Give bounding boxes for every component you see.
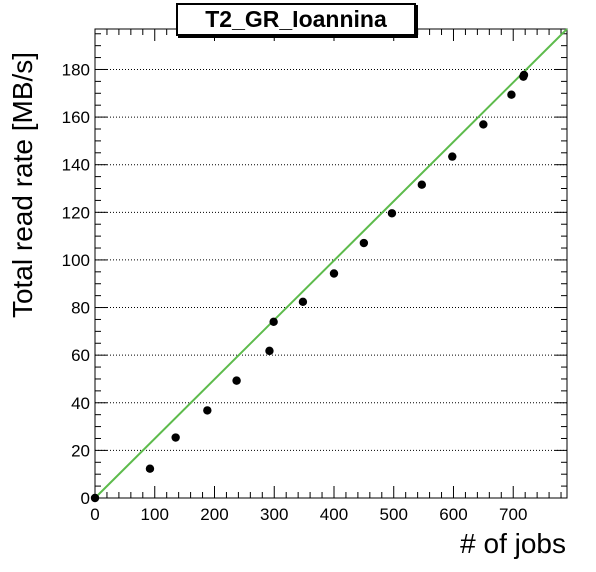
y-tick-label: 120	[62, 203, 90, 222]
fit-line	[94, 28, 568, 499]
y-tick-label: 40	[71, 394, 90, 413]
data-point	[298, 297, 308, 307]
data-point	[203, 406, 212, 415]
x-axis-label: # of jobs	[460, 528, 566, 559]
y-tick-label: 180	[62, 60, 90, 79]
y-tick-label: 20	[71, 441, 90, 460]
y-axis-label: Total read rate [MB/s]	[7, 51, 38, 319]
x-tick-label: 100	[141, 505, 169, 524]
data-point	[90, 493, 100, 503]
y-tick-label: 160	[62, 108, 90, 127]
x-tick-label: 300	[260, 505, 288, 524]
x-tick-label: 700	[499, 505, 527, 524]
y-tick-label: 100	[62, 251, 90, 270]
x-tick-label: 200	[200, 505, 228, 524]
data-point	[265, 346, 274, 356]
x-tick-label: 0	[90, 505, 99, 524]
data-point	[359, 238, 369, 248]
chart-title: T2_GR_Ioannina	[176, 3, 416, 36]
y-tick-label: 60	[71, 346, 90, 365]
y-tick-label: 140	[62, 156, 90, 175]
data-point	[171, 433, 180, 442]
x-tick-label: 500	[380, 505, 408, 524]
fit-line-group	[94, 28, 568, 499]
y-tick-label: 80	[71, 299, 90, 318]
data-point	[417, 180, 427, 189]
data-point	[387, 209, 397, 218]
data-point	[329, 269, 339, 278]
grid-lines	[95, 68, 567, 451]
y-tick-label: 0	[81, 489, 90, 508]
data-point	[145, 464, 155, 473]
data-point	[479, 120, 488, 129]
x-tick-label: 400	[320, 505, 348, 524]
data-point	[519, 70, 529, 80]
data-point	[448, 152, 457, 161]
data-point	[507, 90, 516, 99]
x-tick-label: 600	[439, 505, 467, 524]
data-points	[90, 70, 529, 503]
data-point	[269, 317, 278, 327]
data-point	[232, 376, 241, 385]
tick-labels: 0 20 40 60 80 100 120 140 160 180 0 100 200 300 400 500…	[62, 60, 528, 524]
